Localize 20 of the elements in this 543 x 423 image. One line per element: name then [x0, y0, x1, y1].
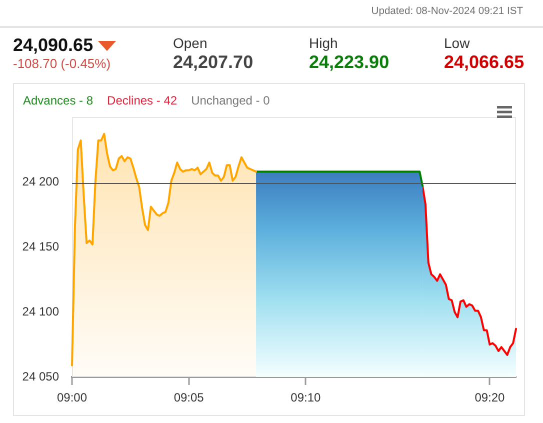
y-tick-label: 24 150 [22, 239, 60, 254]
text: Updated: 08-Nov-2024 09:21 IST [371, 6, 523, 18]
text: 24,223.90 [309, 52, 390, 72]
text: High [309, 35, 338, 51]
text: Low [444, 35, 470, 51]
x-tick-label: 09:10 [290, 390, 322, 405]
text: Unchanged - 0 [191, 93, 270, 108]
text: Open [173, 35, 208, 51]
y-tick-label: 24 100 [22, 304, 60, 318]
text: 24,090.65 [13, 35, 94, 55]
text: Advances - 8 [23, 93, 94, 108]
x-tick-label: 09:00 [56, 390, 88, 405]
text: 24,207.70 [173, 52, 254, 72]
x-tick-label: 09:20 [474, 390, 506, 405]
text: 24,066.65 [444, 52, 524, 72]
text: Declines - 42 [107, 93, 178, 108]
text: -108.70 (-0.45%) [13, 56, 111, 70]
y-tick-label: 24 050 [22, 369, 60, 384]
x-tick-label: 09:05 [174, 390, 204, 405]
y-tick-label: 24 200 [22, 174, 60, 188]
